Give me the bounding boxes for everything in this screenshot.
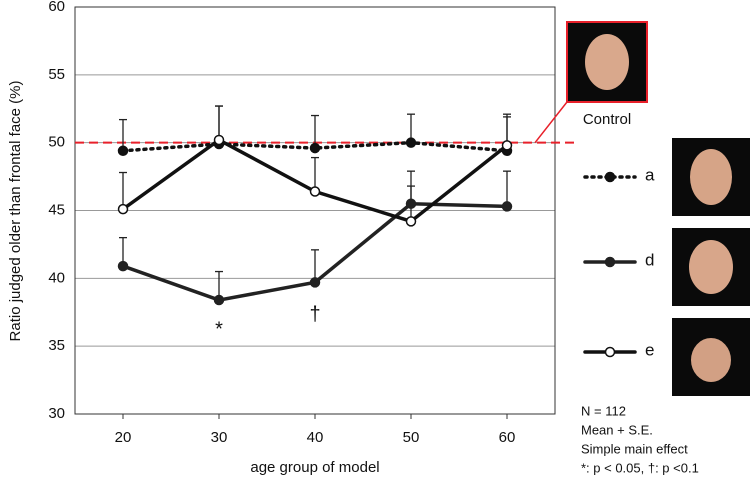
- legend-marker: [604, 171, 616, 183]
- note: *: p < 0.05, †: p <0.1: [581, 460, 699, 475]
- y-tick-label: 35: [48, 337, 65, 354]
- x-tick-label: 40: [307, 429, 324, 446]
- data-point: [213, 294, 225, 306]
- data-point: [213, 134, 225, 146]
- x-tick-label: 30: [211, 429, 228, 446]
- face: [689, 240, 733, 294]
- legend-label: a: [645, 165, 655, 184]
- face: [585, 34, 629, 90]
- x-tick-label: 60: [499, 429, 516, 446]
- data-point: [309, 186, 321, 197]
- x-tick-label: 50: [403, 429, 420, 446]
- y-tick-label: 50: [48, 134, 65, 151]
- legend-marker: [604, 346, 616, 358]
- x-tick-label: 20: [115, 429, 132, 446]
- data-point: [405, 216, 417, 227]
- data-point: [117, 145, 129, 157]
- annotation: †: [309, 304, 320, 326]
- y-tick-label: 55: [48, 66, 65, 83]
- y-tick-label: 60: [48, 0, 65, 15]
- annotation: *: [215, 318, 223, 340]
- data-point: [117, 260, 129, 272]
- legend-marker: [604, 256, 616, 268]
- note: N = 112: [581, 403, 626, 418]
- y-tick-label: 45: [48, 201, 65, 218]
- reference-connector: [534, 101, 568, 144]
- face: [690, 149, 732, 205]
- x-axis-title: age group of model: [250, 459, 379, 476]
- data-point: [501, 140, 513, 151]
- data-point: [309, 277, 321, 288]
- reference-label: Control: [583, 111, 631, 128]
- data-point: [309, 142, 321, 154]
- y-tick-label: 40: [48, 269, 65, 286]
- legend-label: d: [645, 250, 654, 269]
- data-point: [501, 201, 513, 212]
- y-axis-title: Ratio judged older than frontal face (%): [7, 81, 24, 342]
- note: Mean + S.E.: [581, 422, 653, 437]
- legend-label: e: [645, 340, 654, 359]
- face: [691, 338, 731, 382]
- note: Simple main effect: [581, 441, 688, 456]
- data-point: [117, 203, 129, 215]
- data-point: [405, 137, 417, 148]
- y-tick-label: 30: [48, 405, 65, 422]
